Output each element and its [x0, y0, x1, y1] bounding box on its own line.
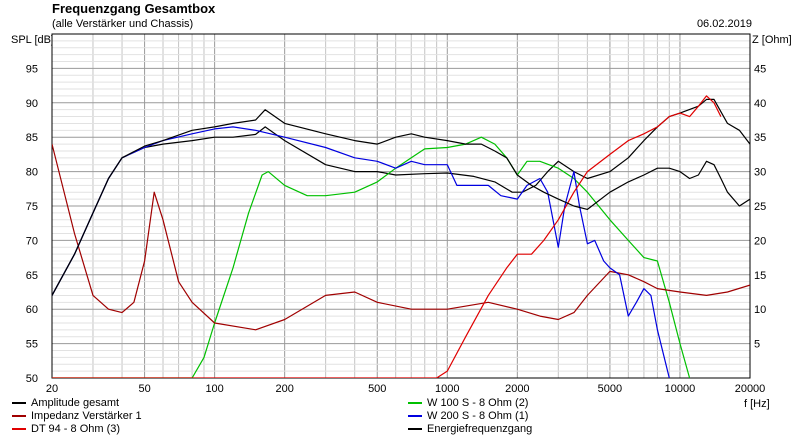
x-tick-label: 50 [138, 383, 150, 395]
y-axis-right-label: Z [Ohm] [752, 34, 792, 46]
x-tick-label: 10000 [665, 383, 696, 395]
legend-swatch [408, 415, 422, 417]
x-tick-label: 500 [368, 383, 386, 395]
legend-label: Impedanz Verstärker 1 [31, 410, 142, 422]
series-line-3 [52, 143, 750, 331]
legend-swatch [408, 428, 422, 430]
legend-item: W 100 S - 8 Ohm (2) [408, 397, 528, 409]
legend-label: W 200 S - 8 Ohm (1) [427, 410, 529, 422]
x-tick-label: 200 [275, 383, 293, 395]
legend-label: Energiefrequenzgang [427, 423, 533, 435]
legend-swatch [408, 402, 422, 404]
y-axis-left-label: SPL [dB] [11, 34, 55, 46]
y-left-tick-label: 70 [26, 235, 38, 247]
legend-swatch [12, 415, 26, 417]
y-right-tick-label: 10 [754, 304, 766, 316]
legend-label: DT 94 - 8 Ohm (3) [31, 423, 121, 435]
series-line-6 [52, 109, 750, 296]
x-tick-label: 1000 [435, 383, 459, 395]
legend-item: W 200 S - 8 Ohm (1) [408, 410, 528, 422]
chart-title: Frequenzgang Gesamtbox [52, 1, 216, 16]
y-left-tick-label: 55 [26, 339, 38, 351]
chart-date: 06.02.2019 [696, 18, 752, 30]
y-left-tick-label: 50 [26, 373, 38, 385]
series-line-2 [52, 136, 691, 378]
y-left-tick-label: 85 [26, 132, 38, 144]
legend-item: Amplitude gesamt [12, 397, 119, 409]
x-axis-label: f [Hz] [744, 398, 770, 410]
x-tick-label: 2000 [505, 383, 529, 395]
y-right-tick-label: 35 [754, 132, 766, 144]
y-right-tick-label: 20 [754, 235, 766, 247]
legend-item: DT 94 - 8 Ohm (3) [12, 423, 120, 435]
y-left-tick-label: 60 [26, 304, 38, 316]
y-right-tick-label: 30 [754, 167, 766, 179]
series-line-5 [52, 95, 722, 378]
legend-item: Impedanz Verstärker 1 [12, 410, 142, 422]
legend-label: W 100 S - 8 Ohm (2) [427, 397, 529, 409]
y-right-tick-label: 40 [754, 98, 766, 110]
y-left-tick-label: 75 [26, 201, 38, 213]
series-line-4 [52, 126, 670, 378]
x-tick-label: 20000 [735, 383, 766, 395]
y-left-tick-label: 95 [26, 63, 38, 75]
legend-label: Amplitude gesamt [31, 397, 120, 409]
legend-swatch [12, 428, 26, 430]
legend-swatch [12, 402, 26, 404]
y-left-tick-label: 80 [26, 167, 38, 179]
y-right-tick-label: 15 [754, 270, 766, 282]
y-left-tick-label: 65 [26, 270, 38, 282]
y-right-tick-label: 45 [754, 63, 766, 75]
chart-subtitle: (alle Verstärker und Chassis) [52, 18, 194, 30]
legend-item: Energiefrequenzgang [408, 423, 532, 435]
y-left-tick-label: 90 [26, 98, 38, 110]
y-right-tick-label: 5 [754, 339, 760, 351]
y-right-tick-label: 25 [754, 201, 766, 213]
x-tick-label: 5000 [598, 383, 622, 395]
x-tick-label: 20 [46, 383, 58, 395]
x-tick-label: 100 [205, 383, 223, 395]
